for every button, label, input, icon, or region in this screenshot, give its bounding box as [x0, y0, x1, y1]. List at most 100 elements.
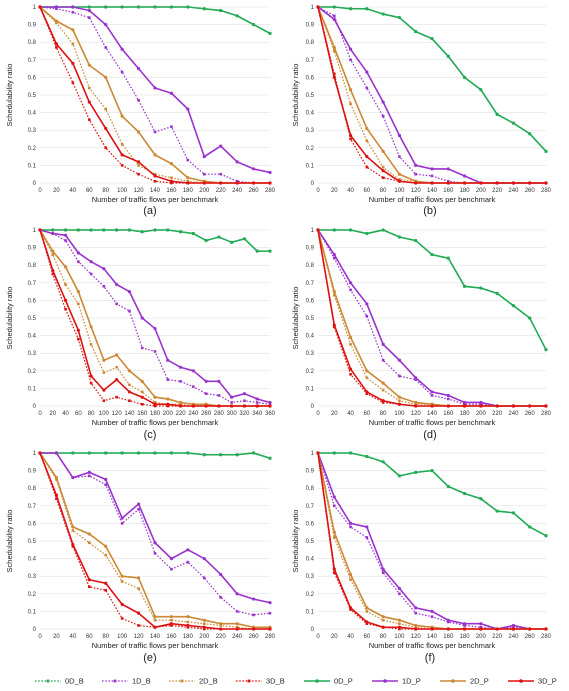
- series-line: [39, 452, 270, 630]
- legend-marker: [46, 679, 50, 683]
- data-point: [71, 525, 75, 529]
- data-point: [462, 181, 467, 185]
- legend-marker: [247, 679, 251, 683]
- data-point: [120, 5, 124, 9]
- data-point: [397, 625, 402, 629]
- data-point: [268, 181, 272, 185]
- data-point: [137, 624, 140, 627]
- data-point: [71, 529, 75, 532]
- data-point: [120, 153, 124, 157]
- data-point: [332, 567, 336, 571]
- data-point: [153, 451, 157, 455]
- data-point: [349, 102, 352, 106]
- data-point: [55, 497, 58, 501]
- data-point: [64, 307, 67, 311]
- data-point: [230, 395, 234, 399]
- data-point: [186, 451, 190, 455]
- x-tick-label: 100: [394, 634, 405, 640]
- x-tick-label: 40: [70, 188, 77, 194]
- data-point: [446, 404, 450, 408]
- data-point: [251, 181, 256, 185]
- y-tick-label: 0.4: [306, 334, 315, 340]
- x-tick-label: 60: [75, 411, 82, 417]
- chart-panel-c: 0 0.1 0.2 0.3 0.4 0.5 0.6 0.7 0.8 0.9 1 0 20 40 60 80 10…: [5, 228, 276, 441]
- x-tick-label: 200: [476, 634, 487, 640]
- data-point: [414, 627, 418, 631]
- data-point: [169, 557, 174, 561]
- data-point: [153, 615, 157, 619]
- data-point: [365, 165, 369, 169]
- y-tick-label: 0.7: [306, 58, 315, 64]
- series-3D_P: [316, 451, 548, 631]
- data-point: [186, 158, 190, 162]
- data-point: [414, 400, 418, 405]
- chart-panel-e: 0 0.1 0.2 0.3 0.4 0.5 0.6 0.7 0.8 0.9 1 0 20 40 60 80 10…: [5, 451, 276, 664]
- data-point: [153, 228, 157, 232]
- data-point: [446, 167, 450, 171]
- data-point: [235, 610, 239, 613]
- x-tick-label: 220: [492, 411, 503, 417]
- y-axis-label: Schedulability ratio: [5, 64, 14, 127]
- y-tick-label: 0.7: [28, 281, 37, 287]
- legend-label: 2D_B: [199, 677, 218, 686]
- y-tick-label: 0: [311, 627, 315, 633]
- data-point: [332, 253, 336, 257]
- series-line: [40, 452, 271, 616]
- x-tick-label: 40: [347, 188, 354, 194]
- data-point: [51, 268, 55, 273]
- data-point: [128, 309, 131, 313]
- data-point: [235, 453, 239, 457]
- data-point: [170, 567, 173, 571]
- x-tick-label: 280: [265, 634, 276, 640]
- data-point: [528, 316, 532, 320]
- data-point: [178, 404, 183, 408]
- data-point: [186, 548, 190, 552]
- data-point: [397, 586, 402, 591]
- y-tick-label: 1: [311, 451, 315, 457]
- data-point: [127, 228, 132, 232]
- data-point: [414, 172, 418, 176]
- y-tick-label: 0.3: [306, 351, 315, 357]
- data-point: [463, 402, 466, 406]
- data-point: [348, 133, 353, 138]
- data-point: [140, 379, 144, 383]
- data-point: [397, 402, 402, 406]
- data-point: [365, 314, 369, 318]
- data-point: [115, 378, 119, 382]
- y-tick-label: 0.8: [306, 486, 315, 492]
- data-point: [349, 525, 352, 529]
- y-tick-label: 0.3: [306, 128, 315, 134]
- x-tick-label: 160: [443, 634, 454, 640]
- data-point: [128, 399, 131, 403]
- data-point: [202, 622, 206, 626]
- data-point: [137, 164, 140, 167]
- data-point: [76, 328, 80, 332]
- data-point: [153, 404, 157, 408]
- data-point: [528, 627, 532, 631]
- data-point: [316, 5, 320, 9]
- data-point: [332, 290, 336, 294]
- data-point: [479, 88, 483, 92]
- data-point: [186, 107, 190, 111]
- data-point: [178, 400, 183, 405]
- data-point: [169, 451, 174, 455]
- y-tick-label: 0.5: [306, 93, 315, 99]
- data-point: [153, 130, 157, 134]
- data-point: [230, 240, 234, 244]
- data-point: [251, 627, 256, 631]
- y-tick-label: 0.7: [28, 504, 37, 510]
- data-point: [136, 502, 141, 506]
- data-point: [332, 536, 336, 539]
- data-point: [166, 228, 170, 232]
- y-tick-label: 0.4: [28, 557, 37, 563]
- data-point: [153, 179, 157, 183]
- data-point: [120, 580, 124, 583]
- data-point: [87, 86, 91, 90]
- y-tick-label: 0.5: [28, 316, 37, 322]
- data-point: [348, 47, 353, 51]
- x-tick-label: 100: [99, 411, 110, 417]
- y-tick-label: 0.7: [306, 281, 315, 287]
- x-tick-label: 40: [347, 634, 354, 640]
- data-point: [77, 260, 80, 263]
- x-tick-label: 140: [124, 411, 135, 417]
